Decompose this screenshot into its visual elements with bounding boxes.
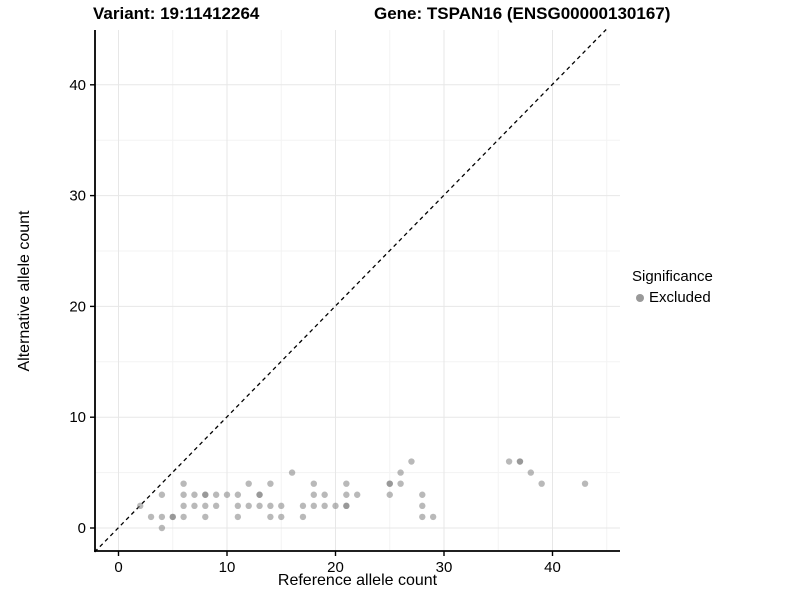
data-point <box>278 513 285 521</box>
plot-title-variant: Variant: 19:11412264 <box>93 4 260 23</box>
y-tick-label: 0 <box>78 520 86 537</box>
data-point-overlap <box>256 491 263 498</box>
data-point <box>212 502 220 510</box>
data-point <box>527 469 534 476</box>
data-point <box>408 458 415 465</box>
y-tick-label: 40 <box>69 77 86 94</box>
data-point <box>234 513 242 521</box>
data-point <box>234 491 242 498</box>
data-point <box>158 524 166 532</box>
x-tick-label: 0 <box>114 559 122 576</box>
data-point <box>581 480 589 487</box>
data-point-overlap <box>386 480 393 487</box>
y-tick-label: 20 <box>69 298 86 315</box>
data-point <box>234 502 242 510</box>
plot-title-gene: Gene: TSPAN16 (ENSG00000130167) <box>374 4 671 23</box>
data-point <box>321 502 328 510</box>
data-point <box>245 502 252 510</box>
data-point <box>158 513 166 521</box>
legend-title: Significance <box>632 268 713 285</box>
data-point <box>386 491 393 498</box>
identity-line <box>94 29 607 553</box>
data-point <box>321 491 328 498</box>
data-point <box>212 491 220 498</box>
data-point <box>343 480 350 487</box>
data-point <box>202 502 209 510</box>
data-point <box>223 491 231 498</box>
legend-entry-excluded: Excluded <box>632 289 713 306</box>
data-point <box>147 513 155 521</box>
data-point <box>429 513 437 521</box>
data-point <box>256 502 263 510</box>
data-point <box>191 491 198 498</box>
data-point <box>180 513 187 521</box>
data-point <box>419 491 426 498</box>
data-point <box>158 491 166 498</box>
data-point <box>267 513 274 521</box>
data-point-overlap <box>343 502 350 510</box>
x-tick-label: 30 <box>436 559 453 576</box>
data-point <box>278 502 285 510</box>
legend-point-icon <box>636 293 644 302</box>
data-point-overlap <box>516 458 524 465</box>
data-point <box>505 458 513 465</box>
data-point <box>397 480 404 487</box>
x-tick-label: 10 <box>219 559 236 576</box>
data-point <box>299 513 307 521</box>
y-tick-label: 30 <box>69 188 86 205</box>
data-point <box>332 502 339 510</box>
legend-entry-label: Excluded <box>649 289 711 306</box>
x-tick-label: 20 <box>327 559 344 576</box>
y-axis-label: Alternative allele count <box>16 210 33 372</box>
data-point <box>137 502 144 510</box>
data-point <box>180 491 187 498</box>
data-point <box>180 502 187 510</box>
data-point <box>310 502 317 510</box>
data-point <box>310 491 317 498</box>
data-point <box>419 513 426 521</box>
data-point-overlap <box>169 513 176 521</box>
data-point <box>354 491 361 498</box>
y-tick-label: 10 <box>69 409 86 426</box>
data-point <box>343 491 350 498</box>
data-point <box>538 480 545 487</box>
data-point <box>397 469 404 476</box>
data-point <box>267 480 274 487</box>
data-point <box>245 480 252 487</box>
x-axis-label: Reference allele count <box>277 572 438 589</box>
data-point <box>288 469 296 476</box>
data-point <box>299 502 307 510</box>
data-point <box>419 502 426 510</box>
data-point <box>191 502 198 510</box>
data-point <box>180 480 187 487</box>
data-point-overlap <box>202 491 209 498</box>
data-point <box>202 513 209 521</box>
x-tick-label: 40 <box>544 559 561 576</box>
data-point <box>267 502 274 510</box>
data-point <box>310 480 317 487</box>
legend: Significance Excluded <box>632 268 713 306</box>
